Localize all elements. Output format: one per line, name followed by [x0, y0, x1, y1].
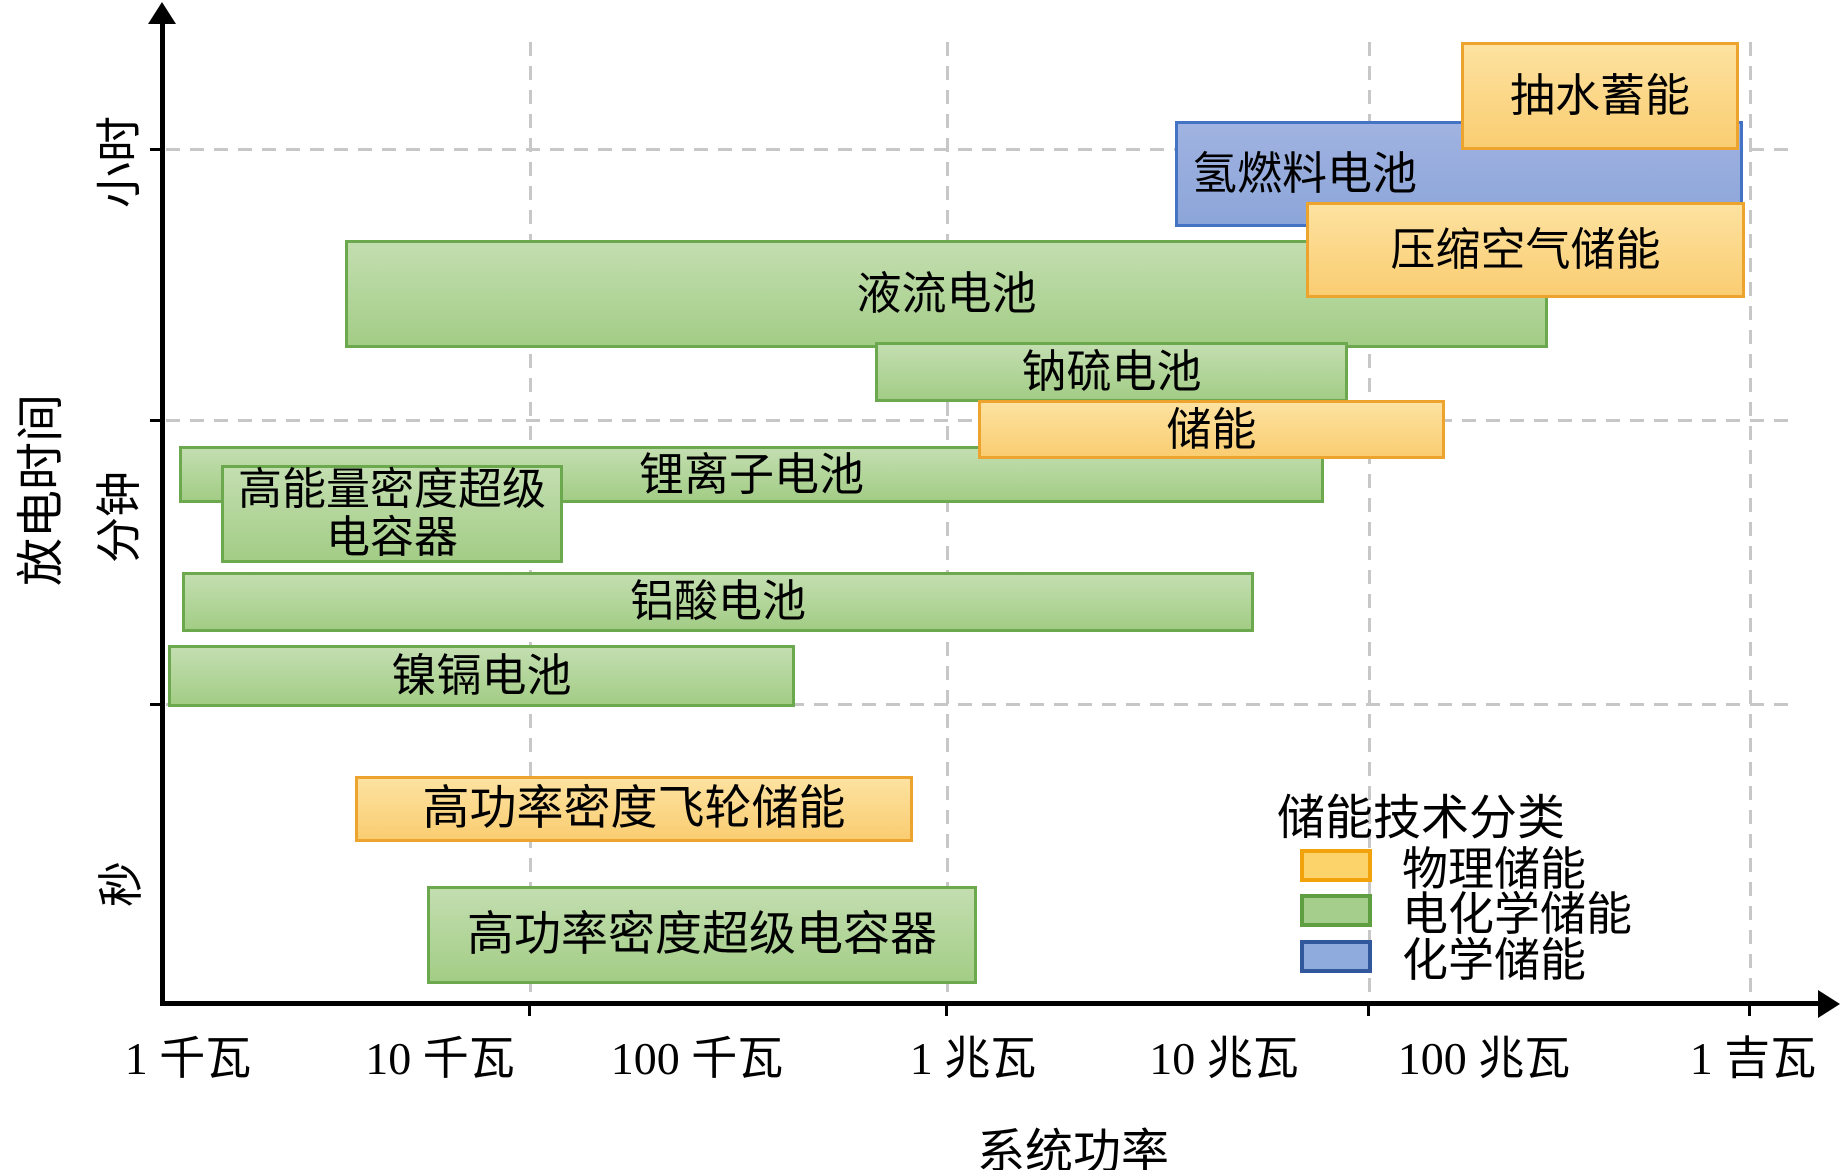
- tech-box-label: 抽水蓄能: [1509, 71, 1690, 121]
- y-tick-mark-1: [150, 148, 160, 151]
- x-tick-label-100kw: 100 千瓦: [610, 1033, 784, 1084]
- x-tick-mark-2: [945, 1006, 948, 1016]
- vertical-gridline-2: [946, 42, 949, 1004]
- x-tick-mark-1: [528, 1006, 531, 1016]
- x-tick-label-1mw: 1 兆瓦: [909, 1033, 1037, 1084]
- legend-label-physical: 物理储能: [1402, 844, 1586, 895]
- tech-box-label: 高能量密度超级 电容器: [238, 465, 546, 562]
- legend-swatch-chemical-icon: [1300, 940, 1372, 973]
- tech-box-label: 高功率密度飞轮储能: [422, 783, 846, 835]
- tech-box-high-power-supercap: 高功率密度超级电容器: [427, 886, 977, 984]
- vertical-gridline-3: [1368, 42, 1371, 1004]
- tech-box-label: 氢燃料电池: [1192, 149, 1418, 199]
- tech-box-label: 液流电池: [856, 269, 1037, 319]
- y-axis-line: [160, 16, 165, 1006]
- y-axis-title: 放电时间: [15, 393, 68, 587]
- tech-box-label: 镍镉电池: [391, 651, 572, 701]
- x-axis-arrow-icon: [1818, 990, 1840, 1018]
- y-tick-label-seconds: 秒: [96, 861, 147, 907]
- legend-label-electrochemical: 电化学储能: [1402, 889, 1632, 940]
- x-tick-label-10kw: 10 千瓦: [365, 1033, 515, 1084]
- x-tick-label-1gw: 1 吉瓦: [1689, 1033, 1817, 1084]
- y-axis-arrow-icon: [148, 2, 176, 24]
- tech-box-label: 铝酸电池: [630, 577, 806, 626]
- tech-box-compressed-air: 压缩空气储能: [1306, 202, 1745, 298]
- horizontal-gridline-seconds: [166, 703, 1798, 706]
- x-axis-title: 系统功率: [976, 1126, 1170, 1170]
- tech-box-sodium-sulfur-battery: 钠硫电池: [875, 342, 1348, 402]
- tech-box-aluminum-acid-battery: 铝酸电池: [182, 572, 1254, 632]
- y-tick-mark-3: [150, 703, 160, 706]
- vertical-gridline-4: [1749, 42, 1752, 1004]
- tech-box-pumped-hydro: 抽水蓄能: [1461, 42, 1739, 150]
- y-tick-label-minutes: 分钟: [94, 471, 145, 563]
- x-tick-label-1kw: 1 千瓦: [124, 1033, 252, 1084]
- y-tick-mark-2: [150, 419, 160, 422]
- tech-box-nickel-cadmium-battery: 镍镉电池: [168, 645, 795, 707]
- tech-box-label: 储能: [1166, 404, 1257, 455]
- x-tick-mark-3: [1367, 1006, 1370, 1016]
- legend-label-chemical: 化学储能: [1402, 935, 1586, 986]
- x-axis-line: [160, 1001, 1822, 1006]
- legend-swatch-physical-icon: [1300, 849, 1372, 882]
- tech-box-high-energy-supercap: 高能量密度超级 电容器: [221, 465, 563, 563]
- horizontal-gridline-hours: [166, 148, 1798, 151]
- tech-box-storage: 储能: [978, 400, 1445, 459]
- y-tick-label-hours: 小时: [94, 116, 145, 208]
- tech-box-label: 压缩空气储能: [1390, 225, 1661, 275]
- x-tick-label-10mw: 10 兆瓦: [1149, 1033, 1299, 1084]
- x-tick-mark-4: [1748, 1006, 1751, 1016]
- tech-box-flywheel: 高功率密度飞轮储能: [355, 776, 913, 842]
- legend-swatch-electrochemical-icon: [1300, 894, 1372, 927]
- tech-box-label: 锂离子电池: [638, 449, 864, 500]
- tech-box-label: 钠硫电池: [1021, 347, 1202, 397]
- legend-title: 储能技术分类: [1277, 792, 1566, 845]
- tech-box-label: 高功率密度超级电容器: [467, 909, 937, 961]
- x-tick-label-100mw: 100 兆瓦: [1397, 1033, 1571, 1084]
